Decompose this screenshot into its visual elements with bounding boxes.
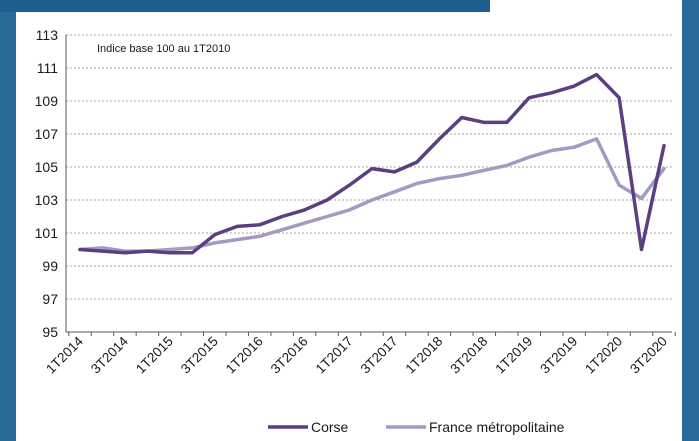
y-tick-label: 95	[42, 324, 58, 340]
data-point	[528, 97, 530, 99]
data-point	[461, 174, 463, 176]
data-point	[304, 209, 306, 211]
data-point	[573, 146, 575, 148]
data-point	[79, 248, 81, 251]
y-tick-label: 101	[35, 225, 59, 241]
data-point	[236, 239, 238, 241]
data-point	[236, 225, 238, 227]
data-point	[663, 168, 665, 170]
data-point	[416, 182, 418, 185]
data-point	[214, 242, 216, 244]
data-point	[214, 234, 216, 236]
legend-label: France métropolitaine	[429, 419, 565, 435]
data-point	[281, 215, 283, 218]
data-point	[146, 250, 148, 252]
data-point	[506, 164, 508, 166]
data-point	[596, 138, 598, 140]
data-point	[551, 149, 553, 152]
data-point	[304, 222, 306, 224]
y-tick-label: 107	[35, 126, 59, 142]
data-point	[326, 199, 328, 201]
data-point	[191, 252, 193, 254]
data-point	[371, 199, 373, 201]
data-point	[438, 178, 440, 180]
data-point	[101, 250, 104, 252]
y-tick-label: 97	[42, 291, 58, 307]
data-point	[416, 161, 418, 163]
data-point	[483, 169, 485, 171]
data-point	[169, 252, 171, 254]
data-point	[281, 229, 283, 231]
data-point	[640, 197, 643, 199]
data-point	[326, 215, 328, 218]
data-point	[191, 247, 193, 249]
index-annotation: Indice base 100 au 1T2010	[97, 43, 230, 55]
y-tick-label: 113	[36, 27, 59, 43]
data-point	[101, 247, 104, 249]
data-point	[528, 156, 530, 158]
y-tick-label: 111	[37, 60, 58, 76]
y-tick-label: 99	[42, 258, 58, 274]
legend-label: Corse	[311, 419, 349, 435]
data-point	[393, 171, 396, 173]
data-point	[506, 121, 508, 123]
data-point	[259, 235, 261, 237]
data-point	[551, 92, 553, 94]
data-point	[371, 168, 373, 170]
data-point	[573, 85, 575, 87]
data-point	[259, 224, 261, 226]
data-point	[618, 97, 620, 99]
y-tick-label: 109	[35, 93, 59, 109]
header-gap	[490, 0, 682, 12]
data-point	[596, 74, 598, 76]
data-point	[348, 209, 351, 211]
data-point	[663, 145, 665, 147]
data-point	[618, 184, 620, 186]
y-tick-label: 105	[35, 159, 59, 175]
chart-panel	[16, 12, 682, 441]
data-point	[438, 138, 440, 140]
data-point	[124, 252, 126, 254]
data-point	[348, 184, 351, 186]
header-bar	[0, 0, 490, 12]
data-point	[461, 116, 463, 119]
data-point	[169, 248, 171, 251]
y-tick-label: 103	[35, 192, 59, 208]
data-point	[393, 191, 396, 193]
data-point	[640, 248, 643, 251]
data-point	[483, 121, 485, 123]
